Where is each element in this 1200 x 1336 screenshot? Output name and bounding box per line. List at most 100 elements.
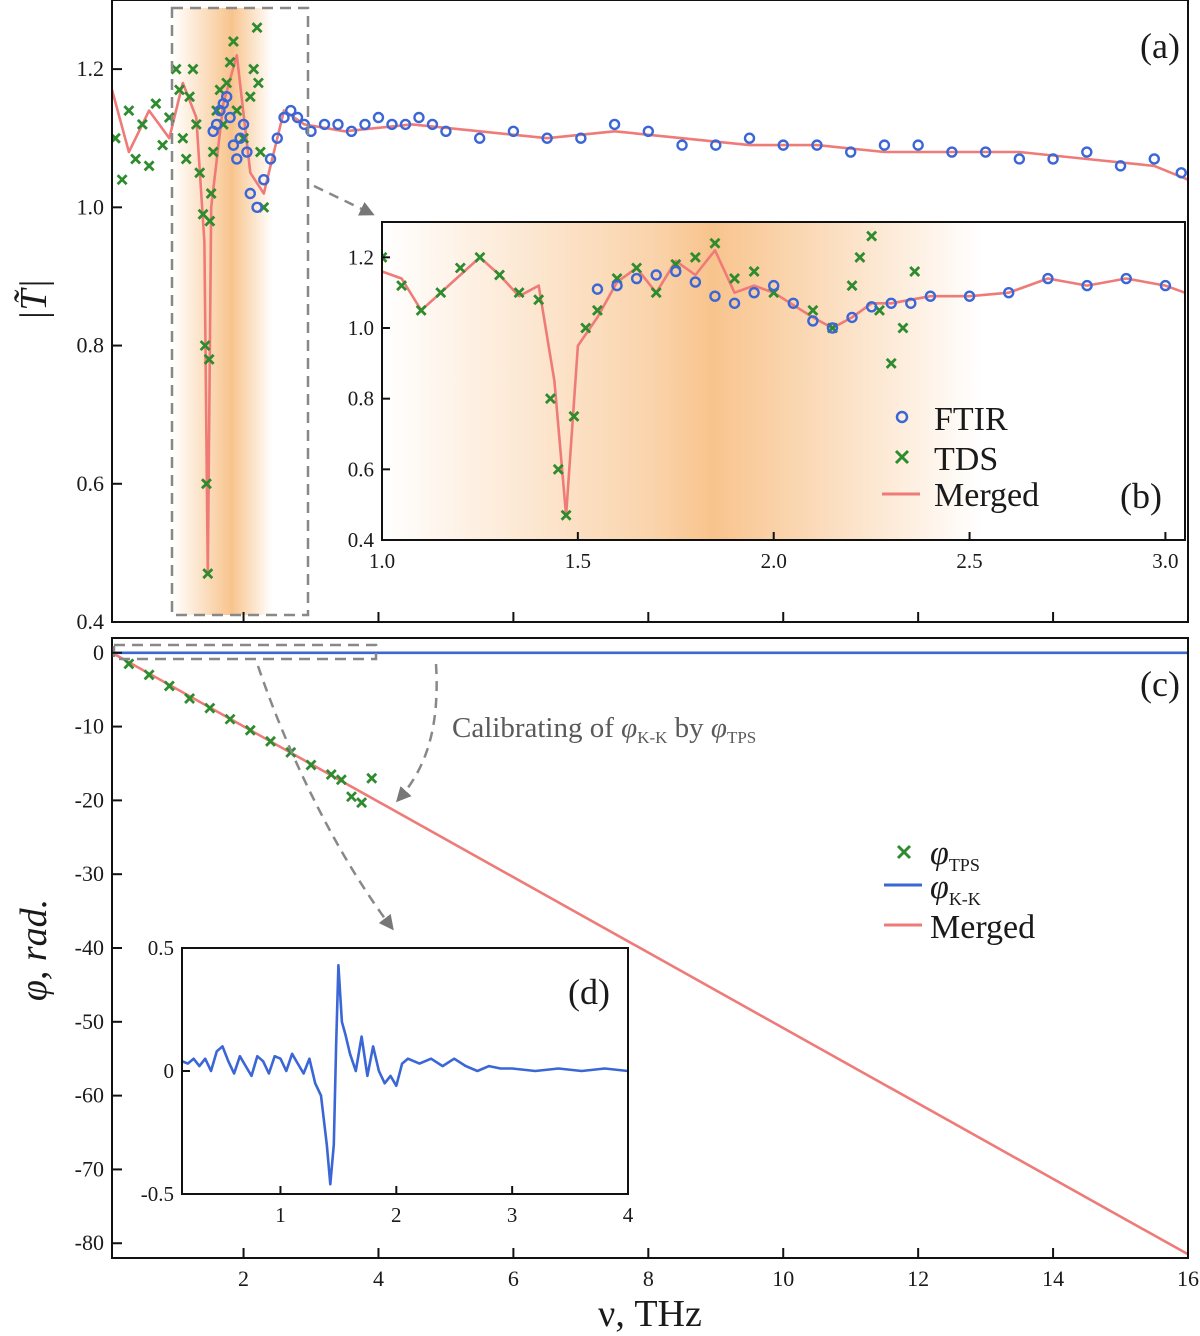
panel-d-xtick-label: 2 <box>391 1203 402 1227</box>
b-ftir-point <box>768 279 780 292</box>
a-tds-point <box>143 160 155 172</box>
a-ftir-point <box>946 146 958 158</box>
c--tps-point <box>184 693 196 705</box>
panel-a-ytick-label: 0.4 <box>77 609 105 634</box>
panel-b-xtick-label: 2.0 <box>761 549 787 573</box>
b-ftir-point <box>728 297 741 309</box>
panel-b-highlight-band <box>382 222 982 540</box>
b-tds-point <box>396 280 408 292</box>
b-tds-point <box>689 251 701 263</box>
panel-c-ytick-label: -40 <box>75 935 104 960</box>
a-ftir-point <box>271 132 283 144</box>
b-ftir-point <box>630 272 643 285</box>
a-ftir-point <box>811 139 823 151</box>
a-ftir-point <box>541 132 553 144</box>
panel-a: 0.4 0.6 0.8 1.0 1.2 (a) |T̃| <box>13 0 1189 634</box>
b-ftir-point <box>1003 286 1015 299</box>
panel-c-ytick-label: -70 <box>75 1156 104 1181</box>
a-ftir-point <box>979 146 992 158</box>
a-tds-point <box>204 215 216 227</box>
panel-b-xtick-label: 1.0 <box>369 549 395 573</box>
c--tps-point <box>345 791 357 803</box>
c--tps-point <box>123 658 135 670</box>
panel-d-ytick-label: 0.5 <box>148 936 174 960</box>
panel-c-ytick-label: -60 <box>75 1083 104 1108</box>
a-ftir-point <box>241 146 253 158</box>
a-ftir-point <box>413 111 425 124</box>
panel-b-xtick-label: 2.5 <box>956 549 982 573</box>
calibration-annotation: Calibrating of φK-K by φTPS <box>452 712 756 747</box>
a-ftir-point <box>575 132 587 144</box>
a-ftir-point <box>224 111 236 124</box>
panel-d-background <box>182 948 628 1194</box>
b-ftir-point <box>670 265 682 278</box>
c--tps-point <box>366 772 378 784</box>
a-ftir-point <box>251 201 263 214</box>
a-tds-point <box>254 146 266 158</box>
inset-d-arrow <box>256 665 394 931</box>
legend-merged-label: Merged <box>934 477 1039 514</box>
b-tds-point <box>729 273 741 285</box>
b-tds-point <box>854 251 866 263</box>
a-ftir-point <box>777 139 789 151</box>
b-tds-point <box>866 230 878 242</box>
panel-d-ytick-label: -0.5 <box>141 1182 174 1206</box>
a-tds-point <box>244 91 256 103</box>
b-tds-point <box>552 463 564 475</box>
a-tds-point <box>205 188 217 200</box>
b-tds-point <box>494 269 506 281</box>
b-ftir-point <box>611 279 623 292</box>
legend-phi-tps-label: φTPS <box>930 835 980 875</box>
a-tds-point <box>150 98 162 110</box>
b-tds-point <box>846 280 858 292</box>
a-ftir-point <box>426 118 439 131</box>
a-ftir-point <box>507 125 520 138</box>
a-ftir-point <box>1175 167 1187 179</box>
a-ftir-point <box>1013 153 1026 165</box>
legend-merged-c-label: Merged <box>930 909 1035 946</box>
a-ftir-point <box>710 139 722 151</box>
b-tds-point <box>807 304 819 316</box>
panel-c-legend: φTPS φK-K Merged <box>884 835 1035 946</box>
a-ftir-point <box>244 187 256 200</box>
panel-c-xtick-label: 6 <box>508 1266 519 1291</box>
legend-tds-label: TDS <box>934 441 998 478</box>
a-ftir-point <box>372 111 385 124</box>
panel-b-legend: FTIR TDS Merged <box>882 401 1039 514</box>
calibration-arrow <box>395 663 438 803</box>
c--tps-point <box>335 774 347 786</box>
a-tds-point <box>190 118 202 130</box>
panel-c-xtick-label: 12 <box>907 1266 929 1291</box>
panel-c-xtick-label: 16 <box>1177 1266 1199 1291</box>
a-ftir-point <box>1148 153 1160 165</box>
b-merged-line <box>382 249 1185 517</box>
panel-c-ytick-label: -80 <box>75 1230 104 1255</box>
legend-ftir-marker <box>895 410 909 424</box>
b-tds-point <box>474 251 486 263</box>
panel-c-xtick-label: 14 <box>1042 1266 1064 1291</box>
c--tps-point <box>265 735 277 747</box>
a-ftir-point <box>227 139 240 151</box>
a-tds-point <box>136 118 148 130</box>
b-tds-point <box>650 287 662 299</box>
b-ftir-point <box>1042 272 1054 285</box>
a-tds-point <box>207 146 219 158</box>
b-ftir-point <box>1120 272 1132 285</box>
panel-c-ytick-label: -10 <box>75 714 104 739</box>
b-ftir-point <box>787 297 799 309</box>
a-tds-point <box>157 139 169 151</box>
a-ftir-point <box>332 118 344 131</box>
b-ftir-point <box>709 290 721 302</box>
a-tds-point <box>203 353 215 365</box>
a-ftir-point <box>844 146 857 158</box>
a-tds-point <box>227 35 239 47</box>
b-tds-point <box>909 265 921 277</box>
panel-c-xtick-label: 2 <box>238 1266 249 1291</box>
panel-b-ytick-label: 0.6 <box>348 457 374 481</box>
a-tds-point <box>200 478 212 490</box>
a-ftir-point <box>264 153 277 165</box>
a-ftir-point <box>608 118 621 131</box>
a-tds-point <box>177 132 189 144</box>
d--k-k-line <box>182 963 628 1186</box>
